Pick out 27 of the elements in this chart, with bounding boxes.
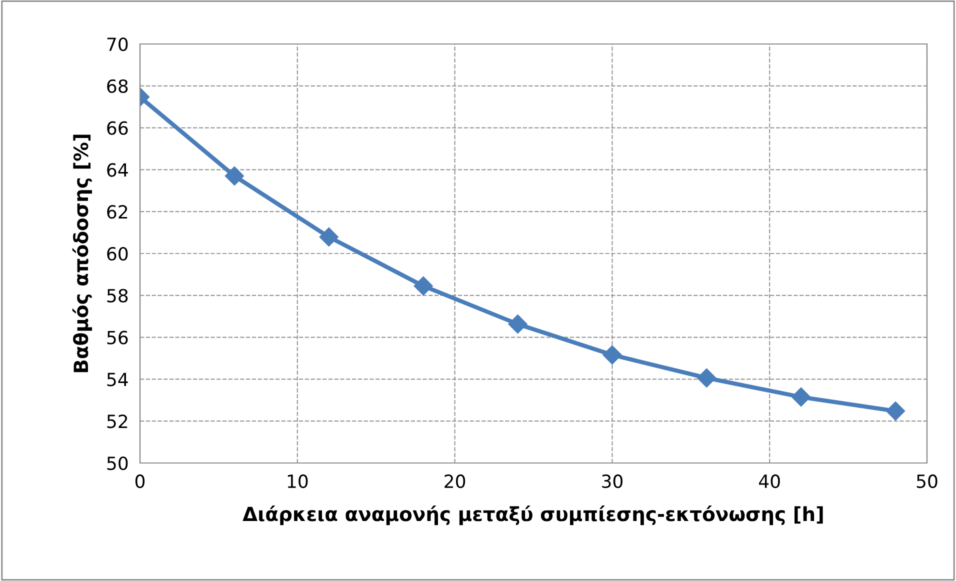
y-axis-title: Βαθμός απόδοσης [%]	[72, 134, 92, 372]
point	[602, 345, 622, 364]
point	[508, 314, 528, 334]
y-tick-label: 54	[107, 372, 128, 386]
point	[224, 166, 244, 186]
x-axis-title: Διάρκεια αναμονής μεταξύ συμπίεσης-εκτόνωσης [h]	[242, 505, 823, 526]
y-tick-label: 70	[107, 37, 128, 52]
x-tick-label: 50	[916, 474, 938, 488]
x-tick-label: 40	[758, 474, 780, 488]
point	[319, 227, 338, 246]
y-tick-label: 62	[107, 205, 128, 219]
point	[697, 368, 716, 388]
y-tick-label: 52	[107, 414, 128, 428]
x-tick-label: 30	[602, 474, 622, 488]
y-tick-label: 60	[107, 246, 128, 261]
x-tick-label: 20	[444, 474, 466, 488]
point	[886, 402, 906, 421]
x-tick-label: 0	[135, 474, 145, 488]
point	[792, 387, 811, 407]
y-tick-label: 68	[107, 79, 128, 94]
y-tick-label: 58	[107, 288, 128, 303]
y-tick-label: 56	[107, 330, 128, 344]
y-tick-label: 64	[107, 163, 128, 177]
point	[414, 276, 433, 296]
x-tick-label: 10	[288, 474, 308, 488]
y-tick-label: 50	[107, 456, 128, 470]
y-tick-label: 66	[107, 121, 128, 135]
